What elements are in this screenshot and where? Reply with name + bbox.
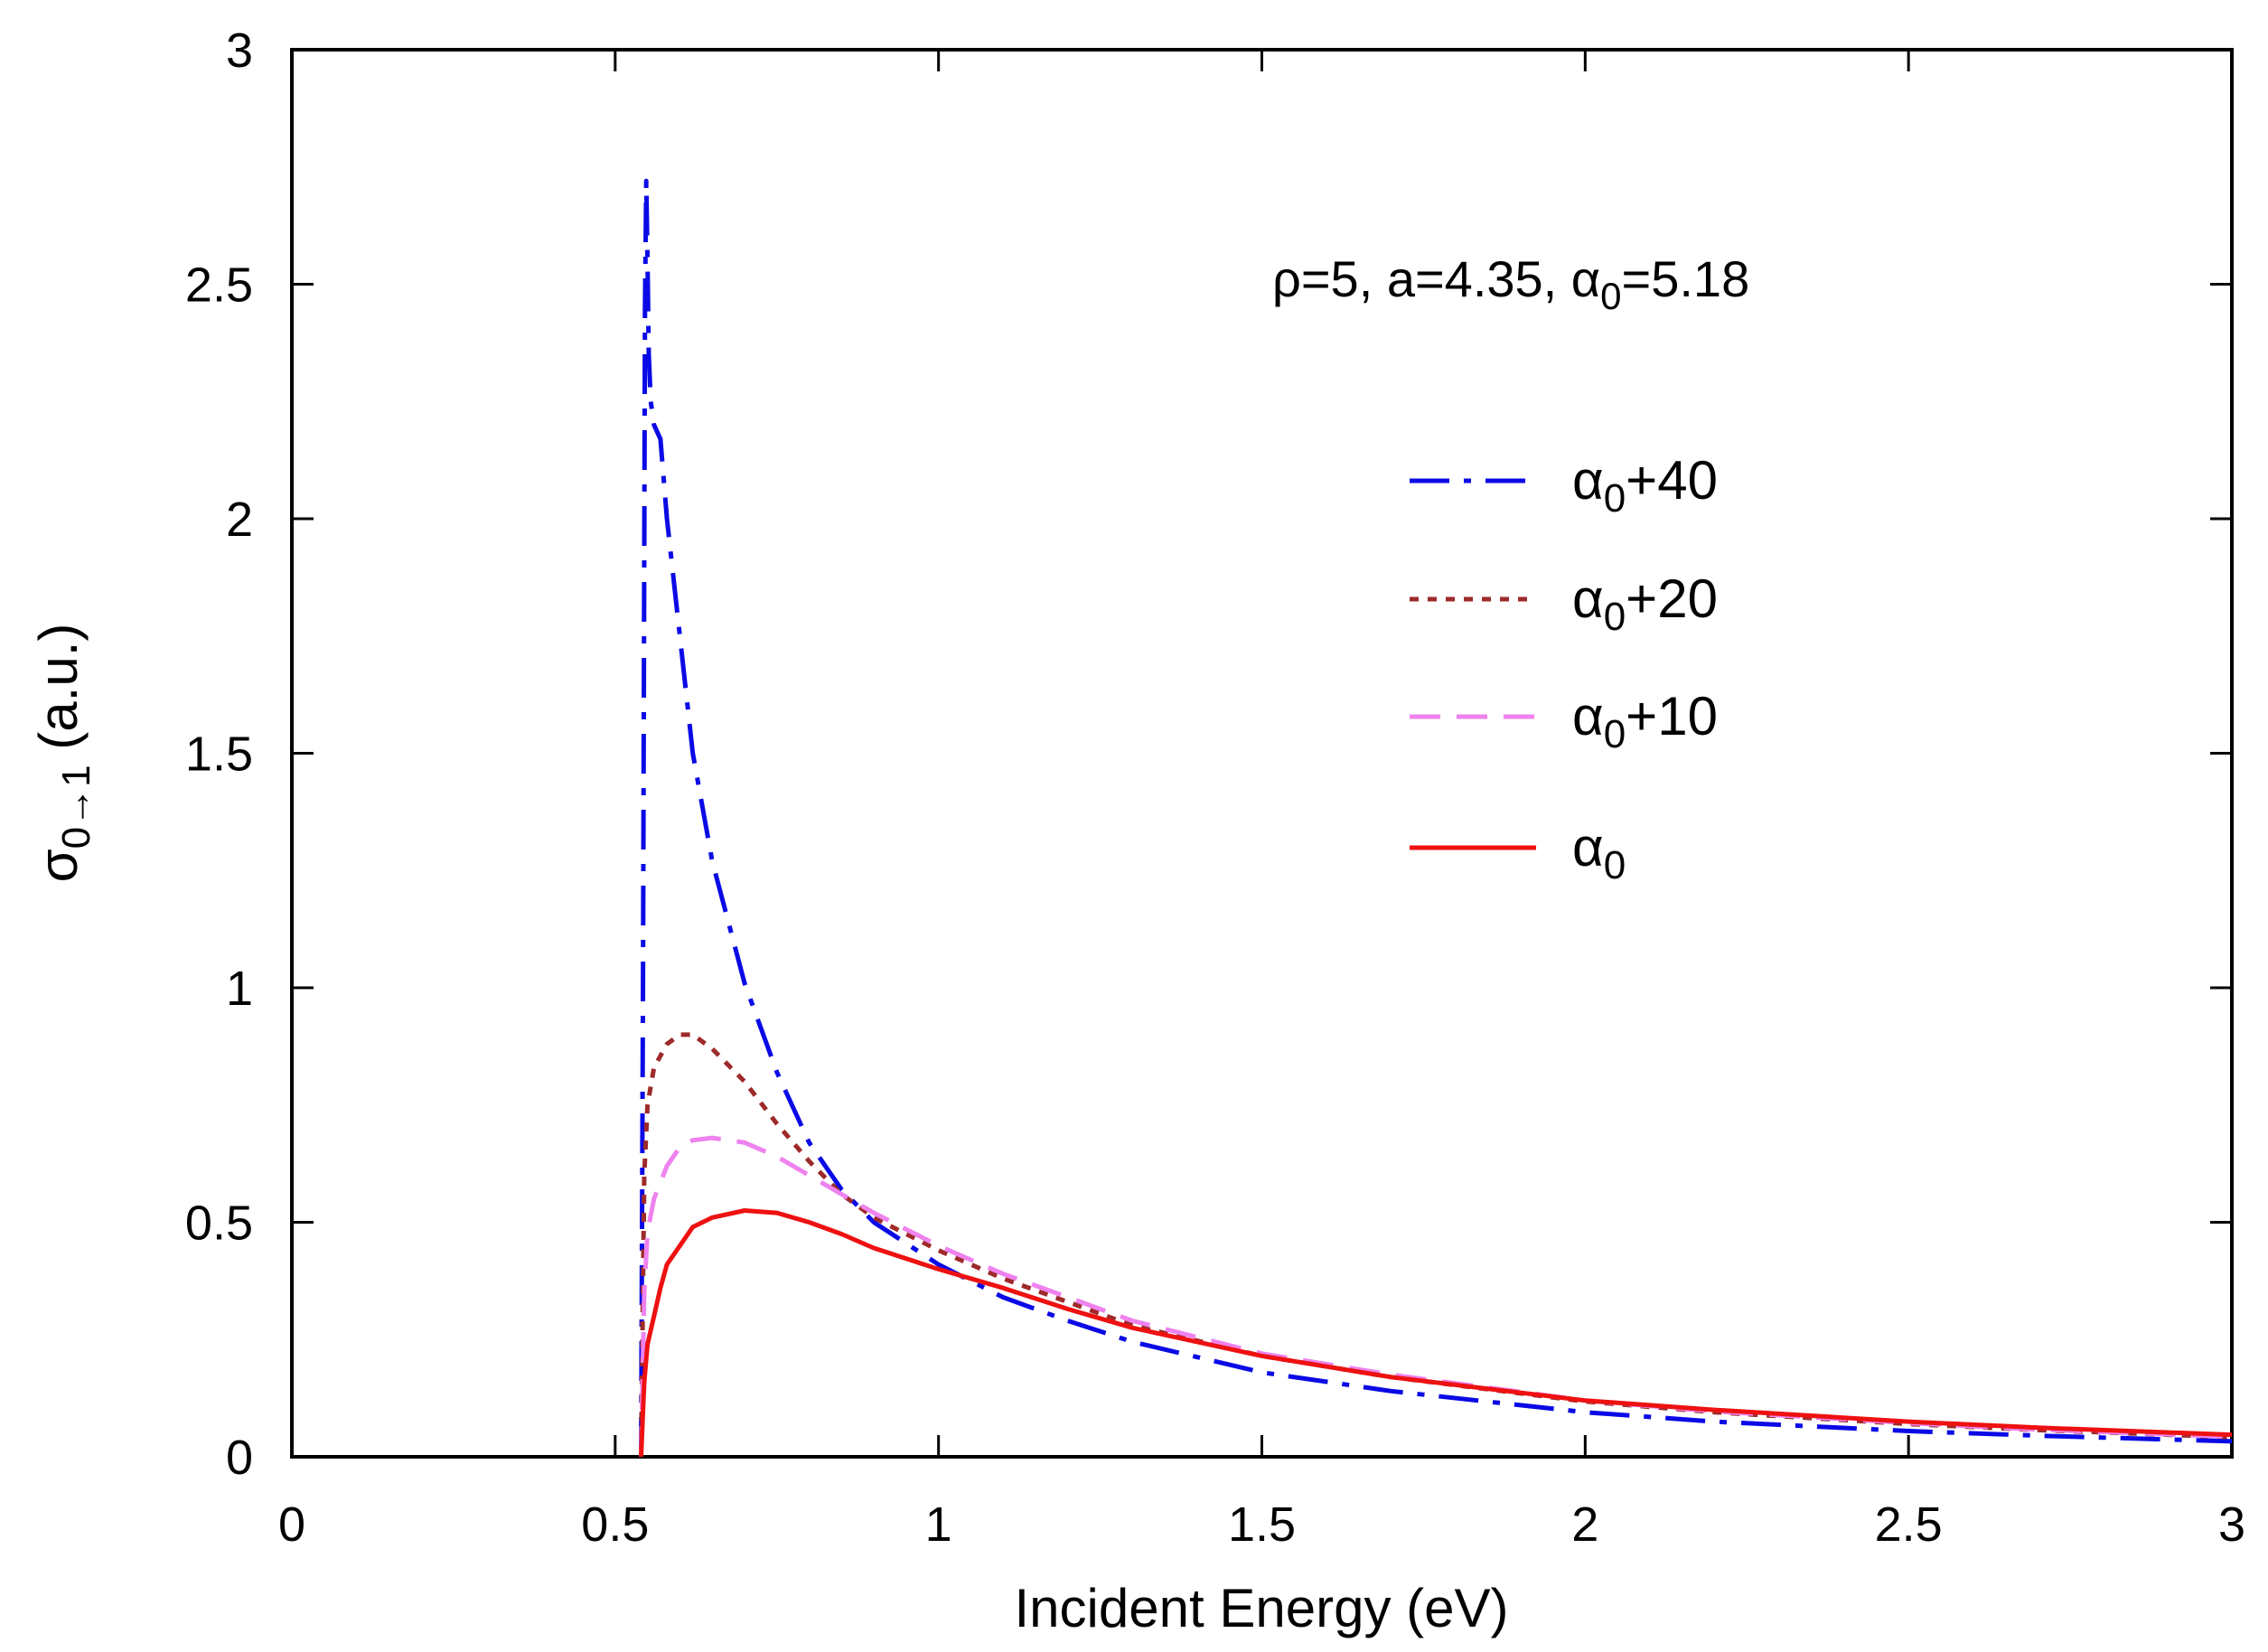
annotation-text: ρ=5, a=4.35, α <box>1272 250 1600 307</box>
legend-label-symbol: α <box>1572 450 1604 511</box>
legend-label: α0 <box>1572 817 1626 887</box>
y-tick-label: 2.5 <box>185 258 253 313</box>
x-tick-label: 1 <box>925 1497 952 1552</box>
annotation-subscript: 0 <box>1600 275 1621 317</box>
x-axis-ticks: 0 0.5 1 1.5 2 2.5 3 <box>278 50 2245 1552</box>
series-line <box>639 1208 2233 1458</box>
y-tick-label: 0 <box>226 1431 253 1485</box>
legend-label-subscript: 0 <box>1604 843 1626 887</box>
y-tick-label: 1 <box>226 962 253 1016</box>
legend-label-subscript: 0 <box>1604 595 1626 639</box>
x-axis-label: Incident Energy (eV) <box>1015 1578 1509 1638</box>
y-tick-label: 1.5 <box>185 727 253 782</box>
legend-label-suffix: +20 <box>1626 568 1718 629</box>
y-axis-label-subscript: 0→1 <box>54 765 98 849</box>
y-tick-label: 2 <box>226 493 253 547</box>
legend-label: α0+20 <box>1572 568 1718 639</box>
series-line <box>639 1135 2233 1458</box>
y-axis-label: σ0→1 (a.u.) <box>28 624 98 883</box>
series-line <box>639 1032 2233 1458</box>
y-tick-label: 0.5 <box>185 1197 253 1251</box>
x-tick-label: 0 <box>278 1497 305 1552</box>
legend-label: α0+10 <box>1572 686 1718 756</box>
annotation-value: =5.18 <box>1622 250 1750 307</box>
plot-frame <box>290 48 2234 1459</box>
parameter-annotation: ρ=5, a=4.35, α0=5.18 <box>1272 250 1749 317</box>
legend-label-symbol: α <box>1572 568 1604 629</box>
y-axis-label-unit: (a.u.) <box>28 624 89 765</box>
series-line <box>639 178 2233 1458</box>
series-layer <box>639 178 2233 1458</box>
legend-label-subscript: 0 <box>1604 476 1626 521</box>
legend-label-suffix: +10 <box>1626 686 1718 746</box>
legend-label-symbol: α <box>1572 686 1604 746</box>
x-tick-label: 1.5 <box>1228 1497 1296 1552</box>
legend-label-symbol: α <box>1572 817 1604 878</box>
y-axis-label-symbol: σ <box>28 849 89 882</box>
legend-label-suffix: +40 <box>1626 450 1718 511</box>
x-tick-label: 0.5 <box>581 1497 649 1552</box>
x-tick-label: 3 <box>2218 1497 2245 1552</box>
legend-label: α0+40 <box>1572 450 1718 521</box>
x-tick-label: 2.5 <box>1875 1497 1943 1552</box>
y-tick-label: 3 <box>226 23 253 78</box>
y-axis-ticks: 0 0.5 1 1.5 2 2.5 3 <box>185 23 2232 1485</box>
x-tick-label: 2 <box>1571 1497 1598 1552</box>
legend-label-subscript: 0 <box>1604 712 1626 756</box>
